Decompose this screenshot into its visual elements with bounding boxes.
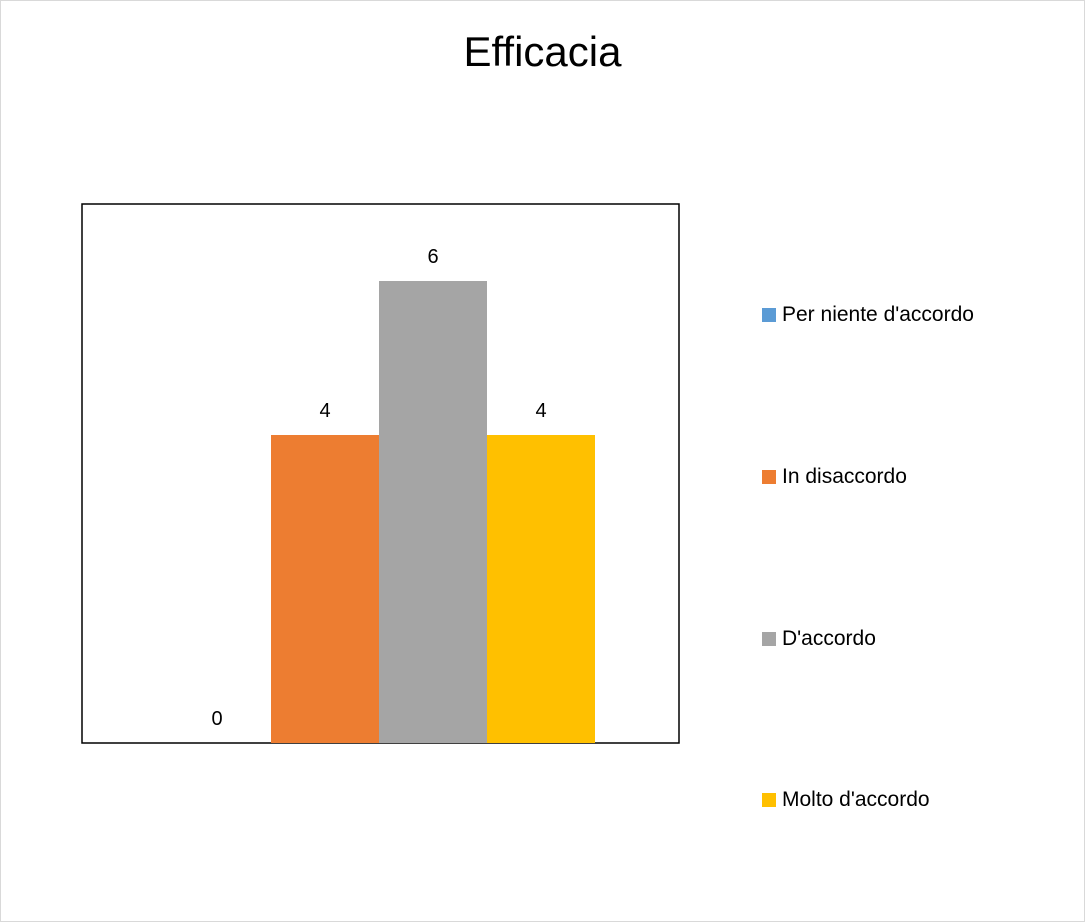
- legend-item-daccordo: D'accordo: [762, 627, 876, 651]
- legend-item-in-disaccordo: In disaccordo: [762, 465, 907, 489]
- data-labels-group: 0 4 6 4: [211, 246, 546, 730]
- legend-label: Molto d'accordo: [782, 788, 930, 811]
- data-label-0: 0: [211, 708, 222, 730]
- legend-item-per-niente-daccordo: Per niente d'accordo: [762, 303, 974, 327]
- bar-3: [487, 435, 595, 743]
- legend-swatch: [762, 632, 776, 646]
- legend-swatch: [762, 470, 776, 484]
- legend-swatch: [762, 308, 776, 322]
- data-label-2: 6: [427, 246, 438, 268]
- bar-1: [271, 435, 379, 743]
- data-label-1: 4: [319, 400, 330, 422]
- bars-group: [271, 281, 595, 743]
- legend-item-molto-daccordo: Molto d'accordo: [762, 788, 930, 812]
- bar-2: [379, 281, 487, 743]
- legend-swatch: [762, 793, 776, 807]
- legend-label: Per niente d'accordo: [782, 303, 974, 326]
- legend-label: In disaccordo: [782, 465, 907, 488]
- legend-label: D'accordo: [782, 627, 876, 650]
- data-label-3: 4: [535, 400, 546, 422]
- chart-title: Efficacia: [463, 28, 622, 75]
